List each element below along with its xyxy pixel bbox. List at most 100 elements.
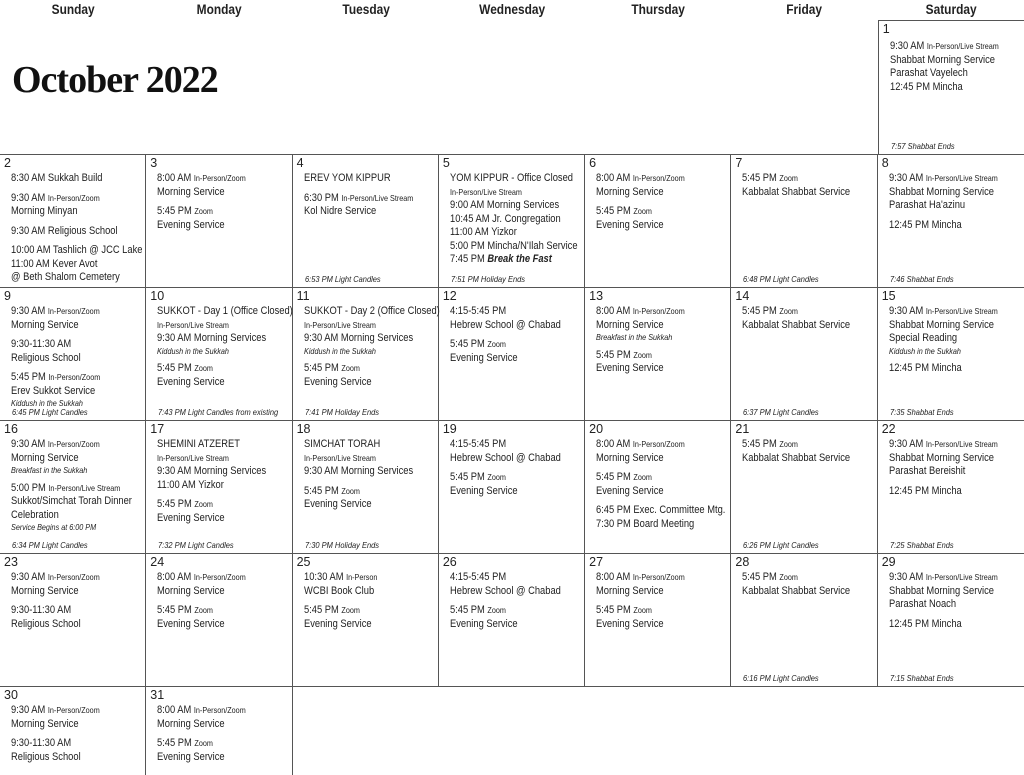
event-line: Shabbat Morning Service bbox=[889, 53, 995, 66]
day-cell: 26 4:15-5:45 PM Hebrew School @ Chabad 5:45… bbox=[438, 553, 586, 686]
event-line: 8:00 AM In-Person/Zoom bbox=[596, 438, 730, 452]
event-line: Evening Service bbox=[303, 617, 372, 630]
event-line: SIMCHAT TORAH bbox=[303, 438, 380, 450]
event-line: 8:00 AM In-Person/Zoom bbox=[157, 172, 291, 186]
event-line: YOM KIPPUR - Office Closed bbox=[449, 172, 573, 184]
event-mode: Zoom bbox=[487, 605, 506, 615]
day-footer: 7:41 PM Holiday Ends bbox=[304, 407, 379, 417]
event-line: 5:45 PM Zoom bbox=[596, 471, 730, 485]
event-group: 5:45 PM Zoom Evening Service bbox=[157, 604, 291, 631]
event-line: 11:00 AM Yizkor bbox=[157, 478, 225, 491]
event-line: 5:45 PM Zoom bbox=[742, 172, 876, 186]
day-events: 10:30 AM In-Person WCBI Book Club 5:45 PM … bbox=[304, 571, 438, 637]
event-line: 5:45 PM Zoom bbox=[450, 604, 584, 618]
event-group: 9:30-11:30 AM Religious School bbox=[11, 338, 145, 365]
event-line: 5:45 PM Zoom bbox=[742, 571, 876, 585]
event-group: SHEMINI ATZERET In-Person/Live Stream 9:30… bbox=[157, 438, 291, 492]
event-time: 8:00 AM bbox=[157, 571, 192, 583]
day-number: 13 bbox=[589, 289, 604, 303]
event-line: 5:45 PM Zoom bbox=[157, 362, 291, 376]
event-mode: In-Person/Zoom bbox=[47, 439, 100, 449]
day-events: 8:00 AM In-Person/Zoom Morning Service 5:4… bbox=[596, 172, 730, 238]
event-group: 5:45 PM Zoom Evening Service bbox=[157, 737, 291, 764]
event-line: Evening Service bbox=[303, 375, 372, 388]
day-cell: 20 8:00 AM In-Person/Zoom Morning Service 5… bbox=[585, 420, 732, 553]
event-time: 9:30 AM bbox=[889, 40, 925, 52]
day-events: SUKKOT - Day 2 (Office Closed) In-Person/… bbox=[303, 305, 440, 395]
event-line: Morning Service bbox=[157, 717, 225, 730]
event-line: 9:30 AM Morning Services bbox=[157, 465, 267, 477]
event-line: 9:30 AM In-Person/Zoom bbox=[11, 704, 145, 718]
event-line: Morning Minyan bbox=[11, 205, 78, 217]
event-group: 9:30 AM In-Person/Zoom Morning Service bbox=[11, 305, 145, 332]
event-line: Evening Service bbox=[157, 617, 225, 630]
event-line: Parashat Ha'azinu bbox=[888, 199, 965, 211]
event-group: 5:45 PM Zoom Evening Service bbox=[596, 604, 730, 631]
event-mode: Zoom bbox=[633, 206, 653, 216]
event-group: EREV YOM KIPPUR bbox=[304, 172, 438, 186]
event-time: 5:00 PM bbox=[11, 481, 46, 494]
day-events: 8:00 AM In-Person/Zoom Morning Service 5:4… bbox=[596, 571, 730, 637]
day-number: 12 bbox=[442, 289, 457, 303]
day-cell: 24 8:00 AM In-Person/Zoom Morning Service 5… bbox=[146, 553, 293, 686]
event-line: 5:00 PM In-Person/Live Stream bbox=[11, 482, 145, 496]
day-cell: 23 9:30 AM In-Person/Zoom Morning Service 9… bbox=[0, 553, 147, 686]
event-time: 9:30 AM bbox=[11, 191, 46, 204]
day-number: 3 bbox=[150, 156, 158, 170]
event-mode: In-Person/Zoom bbox=[194, 705, 246, 715]
day-events: EREV YOM KIPPUR 6:30 PM In-Person/Live St… bbox=[304, 172, 438, 225]
event-line: 9:30 AM Religious School bbox=[11, 224, 118, 237]
event-group: 6:30 PM In-Person/Live Stream Kol Nidre S… bbox=[304, 192, 438, 219]
day-cell: 19 4:15-5:45 PM Hebrew School @ Chabad 5:45… bbox=[438, 420, 586, 553]
event-group: 9:30 AM In-Person/Zoom Morning Service Bre… bbox=[11, 438, 145, 476]
event-line: Morning Service bbox=[596, 185, 664, 198]
event-mode: Zoom bbox=[779, 173, 799, 183]
event-group: 5:00 PM In-Person/Live Stream Sukkot/Simc… bbox=[11, 482, 145, 533]
day-events: 9:30 AM In-Person/Live Stream Shabbat Mor… bbox=[889, 571, 1023, 637]
event-mode: In-Person/Live Stream bbox=[303, 452, 376, 463]
event-line: SUKKOT - Day 1 (Office Closed) bbox=[157, 305, 294, 317]
day-cell: 16 9:30 AM In-Person/Zoom Morning Service B… bbox=[0, 420, 147, 553]
event-time: 5:45 PM bbox=[303, 604, 339, 616]
event-group: SUKKOT - Day 1 (Office Closed) In-Person/… bbox=[157, 305, 294, 356]
event-mode: In-Person/Zoom bbox=[48, 372, 101, 382]
day-number: 26 bbox=[442, 555, 457, 569]
event-group: 4:15-5:45 PM Hebrew School @ Chabad bbox=[450, 438, 584, 465]
event-line: 8:00 AM In-Person/Zoom bbox=[157, 704, 291, 718]
event-line: Shabbat Morning Service bbox=[888, 451, 994, 464]
event-group: 8:00 AM In-Person/Zoom Morning Service bbox=[596, 571, 730, 598]
event-mode: In-Person/Live Stream bbox=[925, 173, 998, 183]
day-number: 25 bbox=[296, 555, 311, 569]
day-events: 9:30 AM In-Person/Zoom Morning Service 9:3… bbox=[11, 571, 145, 637]
event-mode: In-Person/Zoom bbox=[47, 705, 100, 715]
day-events: 8:00 AM In-Person/Zoom Morning Service 5:4… bbox=[157, 571, 291, 637]
day-events: 9:30 AM In-Person/Live Stream Shabbat Mor… bbox=[890, 40, 1024, 100]
event-line: 12:45 PM Mincha bbox=[888, 362, 962, 374]
event-note: Kiddush in the Sukkah bbox=[303, 345, 376, 356]
day-number: 1 bbox=[882, 22, 890, 36]
event-line: 5:45 PM Zoom bbox=[596, 349, 730, 363]
event-group: 5:45 PM Zoom Kabbalat Shabbat Service bbox=[742, 172, 876, 199]
event-group: 5:45 PM Zoom Evening Service bbox=[157, 205, 291, 232]
event-line: 5:45 PM Zoom bbox=[596, 205, 730, 219]
event-mode: Zoom bbox=[779, 439, 799, 449]
day-number: 31 bbox=[150, 688, 165, 702]
event-line: SUKKOT - Day 2 (Office Closed) bbox=[303, 305, 440, 317]
event-line: Morning Service bbox=[11, 717, 79, 730]
event-group: 4:15-5:45 PM Hebrew School @ Chabad bbox=[450, 305, 584, 332]
day-events: 4:15-5:45 PM Hebrew School @ Chabad 5:45 P… bbox=[450, 571, 584, 637]
event-line: 12:45 PM Mincha bbox=[888, 617, 962, 630]
event-group: 12:45 PM Mincha bbox=[889, 362, 1023, 376]
event-line: Evening Service bbox=[596, 617, 664, 630]
event-line: 8:30 AM Sukkah Build bbox=[11, 172, 103, 184]
event-line: 6:45 PM Exec. Committee Mtg. bbox=[596, 504, 726, 516]
event-line: SHEMINI ATZERET bbox=[157, 438, 241, 450]
event-line: Shabbat Morning Service bbox=[888, 185, 994, 198]
event-line: 4:15-5:45 PM bbox=[449, 571, 506, 583]
event-time: 5:45 PM bbox=[742, 438, 778, 450]
day-number: 5 bbox=[442, 156, 450, 170]
event-line: In-Person/Live Stream bbox=[450, 186, 584, 200]
event-group: 5:45 PM Zoom Evening Service bbox=[596, 205, 730, 232]
event-line: Morning Service bbox=[157, 584, 225, 597]
event-note: Breakfast in the Sukkah bbox=[596, 332, 673, 342]
